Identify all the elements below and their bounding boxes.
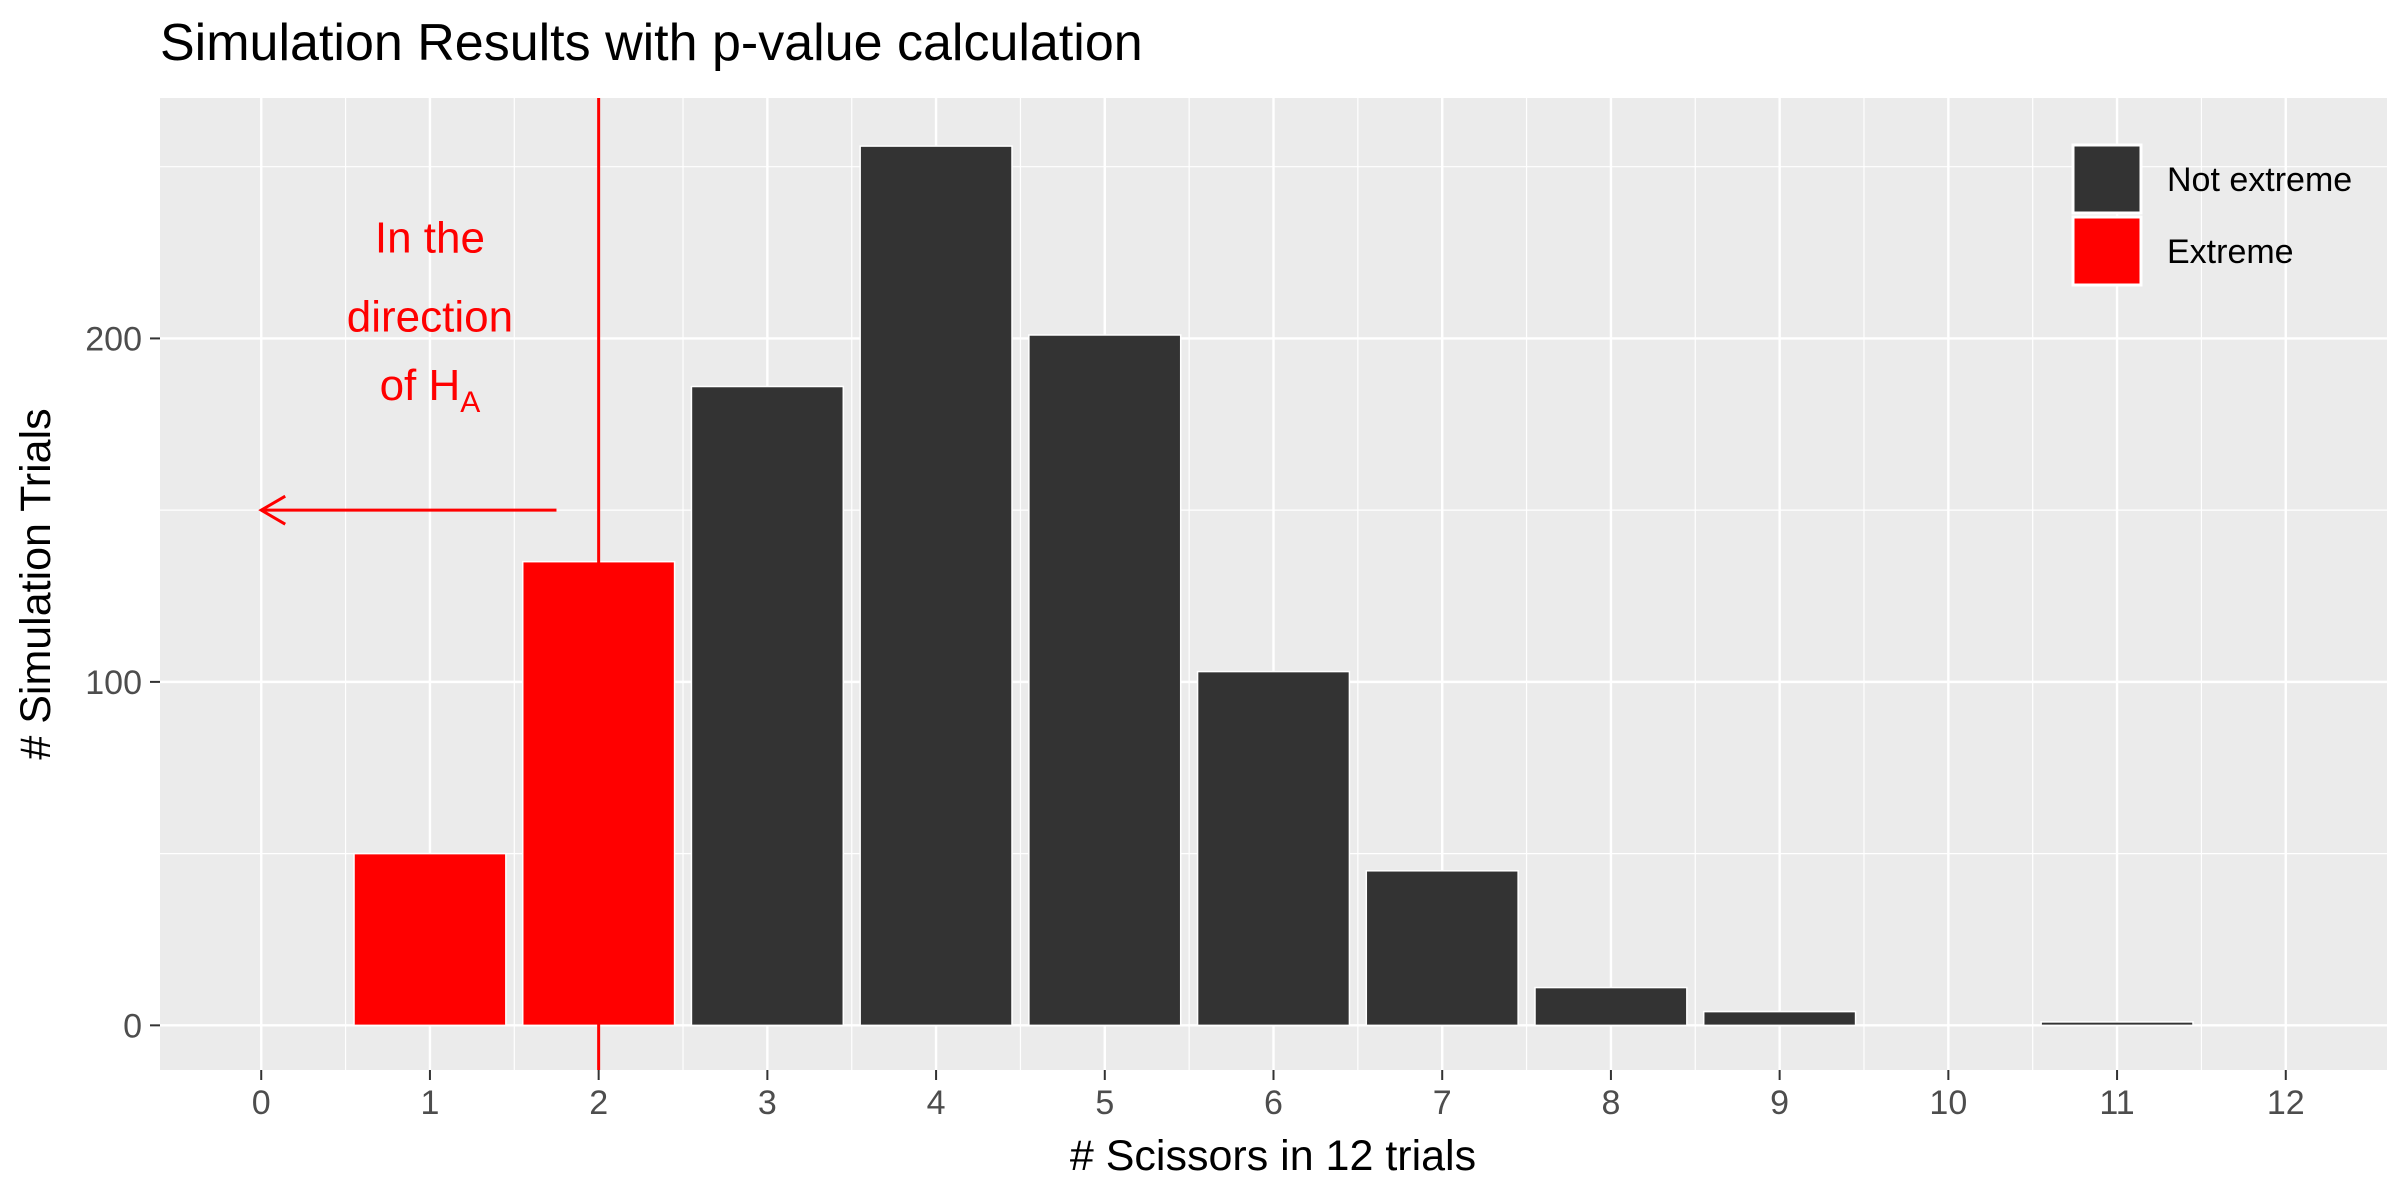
x-tick-label: 7: [1433, 1084, 1452, 1122]
y-tick-label: 200: [85, 320, 142, 358]
x-tick-label: 2: [589, 1084, 608, 1122]
legend-label-1: Extreme: [2167, 233, 2294, 271]
legend: Not extreme Extreme: [2071, 143, 2352, 287]
bar-3: [690, 385, 845, 1027]
x-tick-label: 3: [758, 1084, 777, 1122]
annotation-line2: direction: [347, 293, 513, 342]
annotation-line3: of HA: [380, 361, 481, 419]
annotations: In the direction of HA: [258, 98, 601, 1070]
bar-7: [1365, 870, 1519, 1027]
y-tick-label: 0: [123, 1007, 142, 1045]
bar-11: [2040, 1021, 2194, 1027]
chart-title: Simulation Results with p-value calculat…: [160, 14, 1143, 72]
bar-8: [1534, 986, 1688, 1027]
x-tick-label: 1: [420, 1084, 439, 1122]
bar-5: [1028, 334, 1182, 1027]
x-tick-label: 0: [252, 1084, 271, 1122]
annotation-line1: In the: [375, 214, 485, 263]
y-axis-title: # Simulation Trials: [12, 408, 60, 759]
legend-key-1: [2071, 215, 2143, 287]
y-tick-label: 100: [85, 664, 142, 702]
legend-label-0: Not extreme: [2167, 161, 2352, 199]
x-tick-label: 6: [1264, 1084, 1283, 1122]
x-tick-label: 8: [1601, 1084, 1620, 1122]
y-axis: 0 100 200: [85, 320, 160, 1045]
x-tick-label: 9: [1770, 1084, 1789, 1122]
bar-6: [1196, 670, 1351, 1027]
x-axis: 0 1 2 3 4 5 6 7 8 9 10 11 12: [252, 1070, 2305, 1122]
x-tick-label: 12: [2267, 1084, 2305, 1122]
bars: [353, 145, 2194, 1027]
bar-1: [353, 852, 507, 1027]
x-tick-label: 5: [1095, 1084, 1114, 1122]
x-tick-label: 10: [1929, 1084, 1967, 1122]
bar-9: [1702, 1010, 1857, 1027]
x-tick-label: 11: [2099, 1084, 2134, 1122]
bar-4: [859, 145, 1013, 1027]
arrow-head: [258, 494, 286, 526]
legend-key-0: [2071, 143, 2143, 215]
x-tick-label: 4: [927, 1084, 946, 1122]
x-axis-title: # Scissors in 12 trials: [1070, 1132, 1476, 1180]
